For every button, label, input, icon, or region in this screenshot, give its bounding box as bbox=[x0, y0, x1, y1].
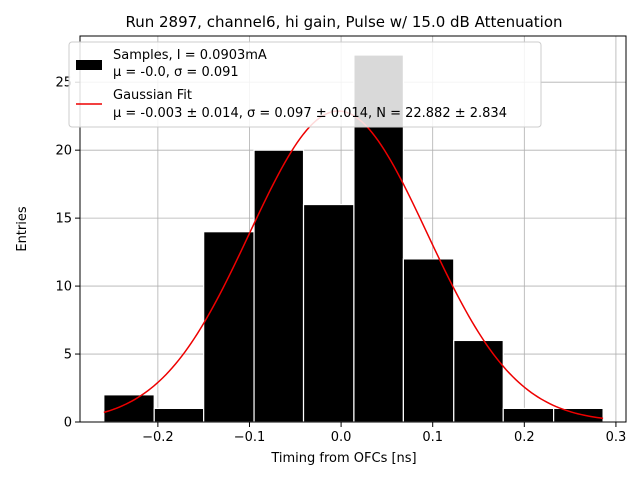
legend-label-gaussian-fit: Gaussian Fit bbox=[113, 88, 192, 103]
y-tick-label: 0 bbox=[64, 416, 72, 431]
histogram-bar bbox=[553, 407, 604, 423]
legend-stats-samples: μ = -0.0, σ = 0.091 bbox=[113, 65, 239, 80]
legend-label-samples: Samples, I = 0.0903mA bbox=[113, 48, 267, 63]
histogram-bar bbox=[402, 258, 455, 423]
legend: Samples, I = 0.0903mA μ = -0.0, σ = 0.09… bbox=[68, 41, 542, 128]
x-tick-label: 0.0 bbox=[331, 430, 352, 445]
y-tick-label: 5 bbox=[64, 348, 72, 363]
legend-stats-gaussian-fit: μ = -0.003 ± 0.014, σ = 0.097 ± 0.014, N… bbox=[113, 106, 507, 121]
histogram-bar bbox=[153, 407, 205, 423]
histogram-bar bbox=[203, 231, 255, 423]
plot-frame bbox=[79, 35, 627, 423]
chart-title: Run 2897, channel6, hi gain, Pulse w/ 15… bbox=[125, 13, 562, 31]
legend-swatch-samples bbox=[76, 60, 102, 70]
y-tick-label: 10 bbox=[55, 280, 72, 295]
histogram-bar bbox=[502, 407, 555, 423]
x-axis-label: Timing from OFCs [ns] bbox=[270, 451, 416, 466]
legend-box bbox=[68, 41, 542, 128]
x-tick-label: −0.2 bbox=[142, 430, 174, 445]
histogram-bar bbox=[103, 394, 155, 423]
axis-ticks: −0.2 −0.1 0.0 0.1 0.2 0.3 0 5 10 15 20 25 bbox=[55, 76, 626, 445]
histogram-bar bbox=[453, 339, 504, 423]
x-tick-label: 0.3 bbox=[606, 430, 627, 445]
histogram-bar bbox=[302, 203, 355, 423]
x-tick-label: −0.1 bbox=[234, 430, 266, 445]
y-tick-label: 20 bbox=[55, 144, 72, 159]
y-tick-label: 15 bbox=[55, 212, 72, 227]
x-tick-label: 0.1 bbox=[422, 430, 443, 445]
histogram-bar bbox=[253, 149, 305, 423]
y-axis-label: Entries bbox=[15, 206, 30, 252]
x-tick-label: 0.2 bbox=[514, 430, 535, 445]
y-tick-label: 25 bbox=[55, 76, 72, 91]
